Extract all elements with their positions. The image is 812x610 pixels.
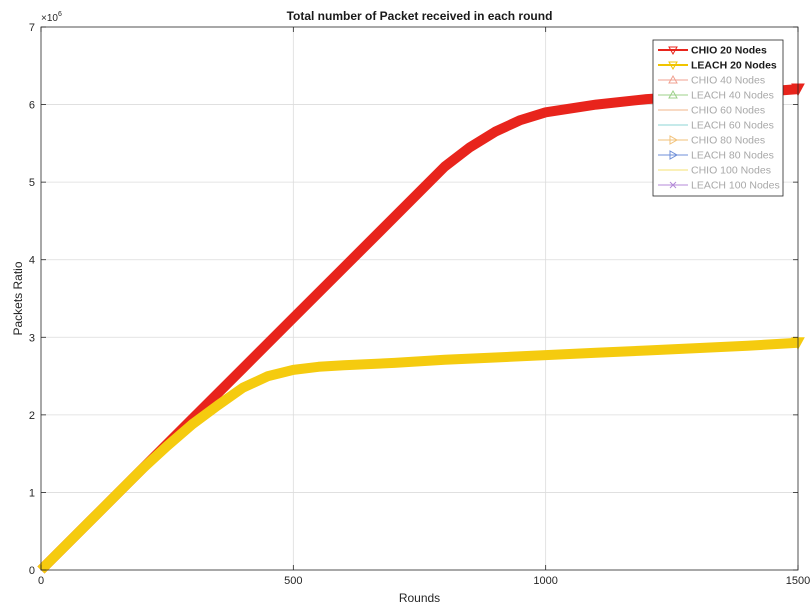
y-tick-label: 2 xyxy=(29,410,35,422)
y-tick-label: 0 xyxy=(29,565,35,577)
y-tick-label: 3 xyxy=(29,332,35,344)
x-tick-label: 500 xyxy=(284,575,302,587)
legend-item-chio-80-nodes: CHIO 80 Nodes xyxy=(658,135,765,147)
legend-marker-icon xyxy=(668,61,678,71)
legend-label: LEACH 100 Nodes xyxy=(691,180,780,192)
x-tick-label: 0 xyxy=(38,575,44,587)
plot-frame xyxy=(40,26,799,571)
legend-item-leach-20-nodes: LEACH 20 Nodes xyxy=(658,60,777,72)
legend-marker-icon xyxy=(669,181,677,189)
legend-marker-icon xyxy=(669,135,679,145)
legend-item-leach-40-nodes: LEACH 40 Nodes xyxy=(658,90,774,102)
legend-item-leach-60-nodes: LEACH 60 Nodes xyxy=(658,120,774,132)
legend-label: LEACH 40 Nodes xyxy=(691,90,774,102)
legend-marker-icon xyxy=(669,150,679,160)
ticks: 0 500 1000 1500 0 1 2 3 4 5 6 7 xyxy=(29,22,810,587)
y-axis-exponent: ×106 xyxy=(41,11,62,24)
legend-marker-icon xyxy=(668,74,678,84)
legend-item-chio-20-nodes: CHIO 20 Nodes xyxy=(658,45,767,57)
y-axis-label: Packets Ratio xyxy=(11,261,25,335)
legend-label: CHIO 100 Nodes xyxy=(691,165,771,177)
y-tick-label: 4 xyxy=(29,255,35,267)
x-tick-label: 1000 xyxy=(533,575,557,587)
y-tick-label: 5 xyxy=(29,177,35,189)
x-axis-label: Rounds xyxy=(399,591,440,605)
legend-item-leach-80-nodes: LEACH 80 Nodes xyxy=(658,150,774,162)
legend-label: CHIO 60 Nodes xyxy=(691,105,765,117)
legend-items: CHIO 20 Nodes LEACH 20 Nodes CHIO 40 Nodes… xyxy=(658,45,780,192)
y-exponent-base: ×10 xyxy=(41,13,58,24)
chart-title: Total number of Packet received in each … xyxy=(287,9,553,23)
legend-label: LEACH 20 Nodes xyxy=(691,60,777,72)
legend-label: CHIO 80 Nodes xyxy=(691,135,765,147)
legend-item-chio-40-nodes: CHIO 40 Nodes xyxy=(658,75,765,87)
x-tick-label: 1500 xyxy=(786,575,810,587)
legend-item-chio-100-nodes: CHIO 100 Nodes xyxy=(658,165,771,177)
legend-marker-icon xyxy=(668,89,678,99)
legend-item-leach-100-nodes: LEACH 100 Nodes xyxy=(658,180,780,192)
legend-label: CHIO 20 Nodes xyxy=(691,45,767,57)
legend-marker-icon xyxy=(668,46,678,56)
y-exponent-power: 6 xyxy=(58,11,62,18)
legend-item-chio-60-nodes: CHIO 60 Nodes xyxy=(658,105,765,117)
y-tick-label: 6 xyxy=(29,100,35,112)
legend-label: LEACH 80 Nodes xyxy=(691,150,774,162)
y-tick-label: 7 xyxy=(29,22,35,34)
y-tick-label: 1 xyxy=(29,487,35,499)
series-line-leach-20-nodes xyxy=(37,337,799,574)
legend-label: LEACH 60 Nodes xyxy=(691,120,774,132)
legend-label: CHIO 40 Nodes xyxy=(691,75,765,87)
legend: CHIO 20 Nodes LEACH 20 Nodes CHIO 40 Nodes… xyxy=(652,39,784,197)
